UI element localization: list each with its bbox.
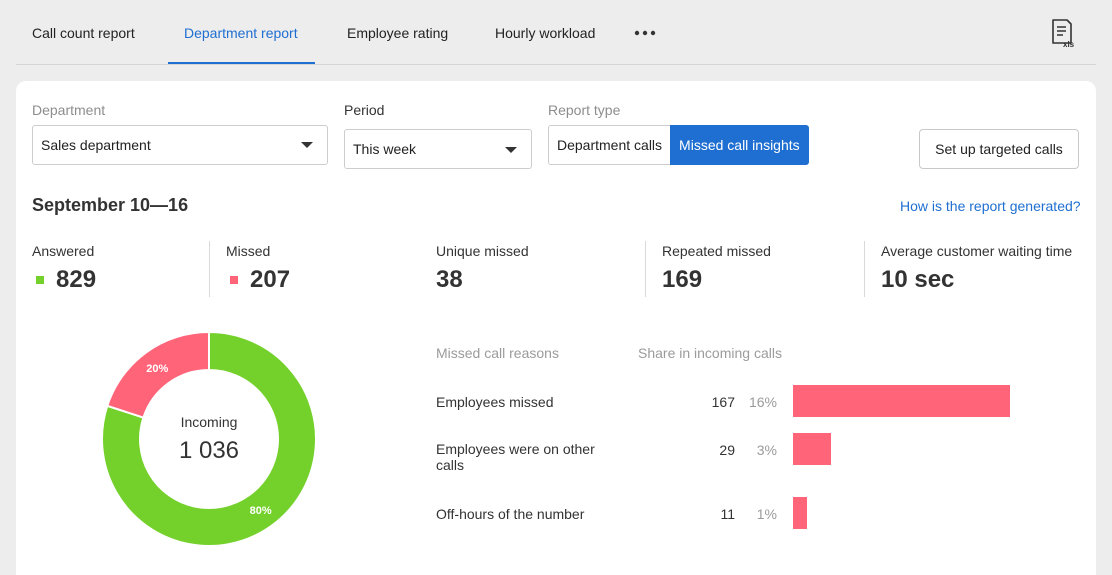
donut-slice-label: 20% <box>146 363 168 375</box>
department-label: Department <box>32 102 106 118</box>
report-card: Department Sales department Period This … <box>16 81 1096 575</box>
chevron-down-icon <box>505 147 517 153</box>
donut-center-label: Incoming <box>181 414 238 430</box>
stat-label: Answered <box>32 243 95 259</box>
share-header: Share in incoming calls <box>638 345 782 361</box>
reason-label: Off-hours of the number <box>436 506 585 522</box>
department-select[interactable]: Sales department <box>32 125 328 165</box>
reason-count: 29 <box>719 442 735 458</box>
stat-value: 169 <box>662 266 703 293</box>
svg-text:xls: xls <box>1063 40 1075 48</box>
active-tab-indicator <box>168 62 315 64</box>
answered-legend-marker <box>36 276 44 284</box>
department-value: Sales department <box>41 137 151 153</box>
tab-department-report[interactable]: Department report <box>184 25 298 41</box>
divider <box>864 241 865 297</box>
stat-label: Average customer waiting time <box>881 243 1073 259</box>
reason-label: Employees were on other calls <box>436 441 595 473</box>
tab-hourly-workload[interactable]: Hourly workload <box>495 25 596 41</box>
report-tabs: Call count report Department report Empl… <box>16 0 1096 65</box>
stat-label: Repeated missed <box>662 243 771 259</box>
donut-slice-0 <box>101 330 317 547</box>
chevron-down-icon <box>301 142 313 148</box>
period-label: Period <box>344 102 385 118</box>
tab-employee-rating[interactable]: Employee rating <box>347 25 449 41</box>
donut-slice-1 <box>106 330 210 419</box>
stat-label: Missed <box>226 243 271 259</box>
stat-unique-missed: Unique missed 38 <box>436 243 529 293</box>
period-title: September 10—16 <box>32 195 189 215</box>
period-select[interactable]: This week <box>344 129 532 169</box>
reason-count: 167 <box>711 394 735 410</box>
xls-export-icon[interactable]: xls <box>1050 18 1078 48</box>
reason-bar <box>793 497 807 529</box>
divider <box>645 241 646 297</box>
stat-missed: Missed 207 <box>226 243 290 293</box>
divider <box>209 241 210 297</box>
how-report-generated-link[interactable]: How is the report generated? <box>900 198 1081 214</box>
report-type-toggle: Department calls Missed call insights <box>548 125 809 165</box>
stat-answered: Answered 829 <box>32 243 96 293</box>
report-type-label: Report type <box>548 102 621 118</box>
incoming-donut-chart: 80% 20% Incoming 1 036 <box>101 330 317 547</box>
reasons-header: Missed call reasons <box>436 345 559 361</box>
period-value: This week <box>353 141 417 157</box>
stat-value: 829 <box>56 266 97 293</box>
reason-share: 1% <box>756 506 777 522</box>
stat-label: Unique missed <box>436 243 529 259</box>
tab-call-count-report[interactable]: Call count report <box>32 25 135 41</box>
stat-repeated-missed: Repeated missed 169 <box>662 243 771 293</box>
stat-value: 10 sec <box>881 266 955 293</box>
missed-call-insights-option[interactable]: Missed call insights <box>670 125 809 165</box>
reason-share: 3% <box>756 442 777 458</box>
stat-value: 38 <box>436 266 463 293</box>
set-up-targeted-calls-button[interactable]: Set up targeted calls <box>919 129 1079 169</box>
stat-avg-wait: Average customer waiting time 10 sec <box>881 243 1073 293</box>
missed-legend-marker <box>230 276 238 284</box>
donut-slice-label: 80% <box>250 505 272 517</box>
department-calls-option[interactable]: Department calls <box>548 125 671 165</box>
reason-count: 11 <box>720 506 735 522</box>
more-horizontal-icon[interactable] <box>633 22 657 44</box>
stat-value: 207 <box>250 266 291 293</box>
reason-share: 16% <box>748 394 777 410</box>
reason-bar <box>793 385 1010 417</box>
reason-bar <box>793 433 831 465</box>
donut-center-value: 1 036 <box>179 437 239 464</box>
reason-label: Employees missed <box>436 394 554 410</box>
